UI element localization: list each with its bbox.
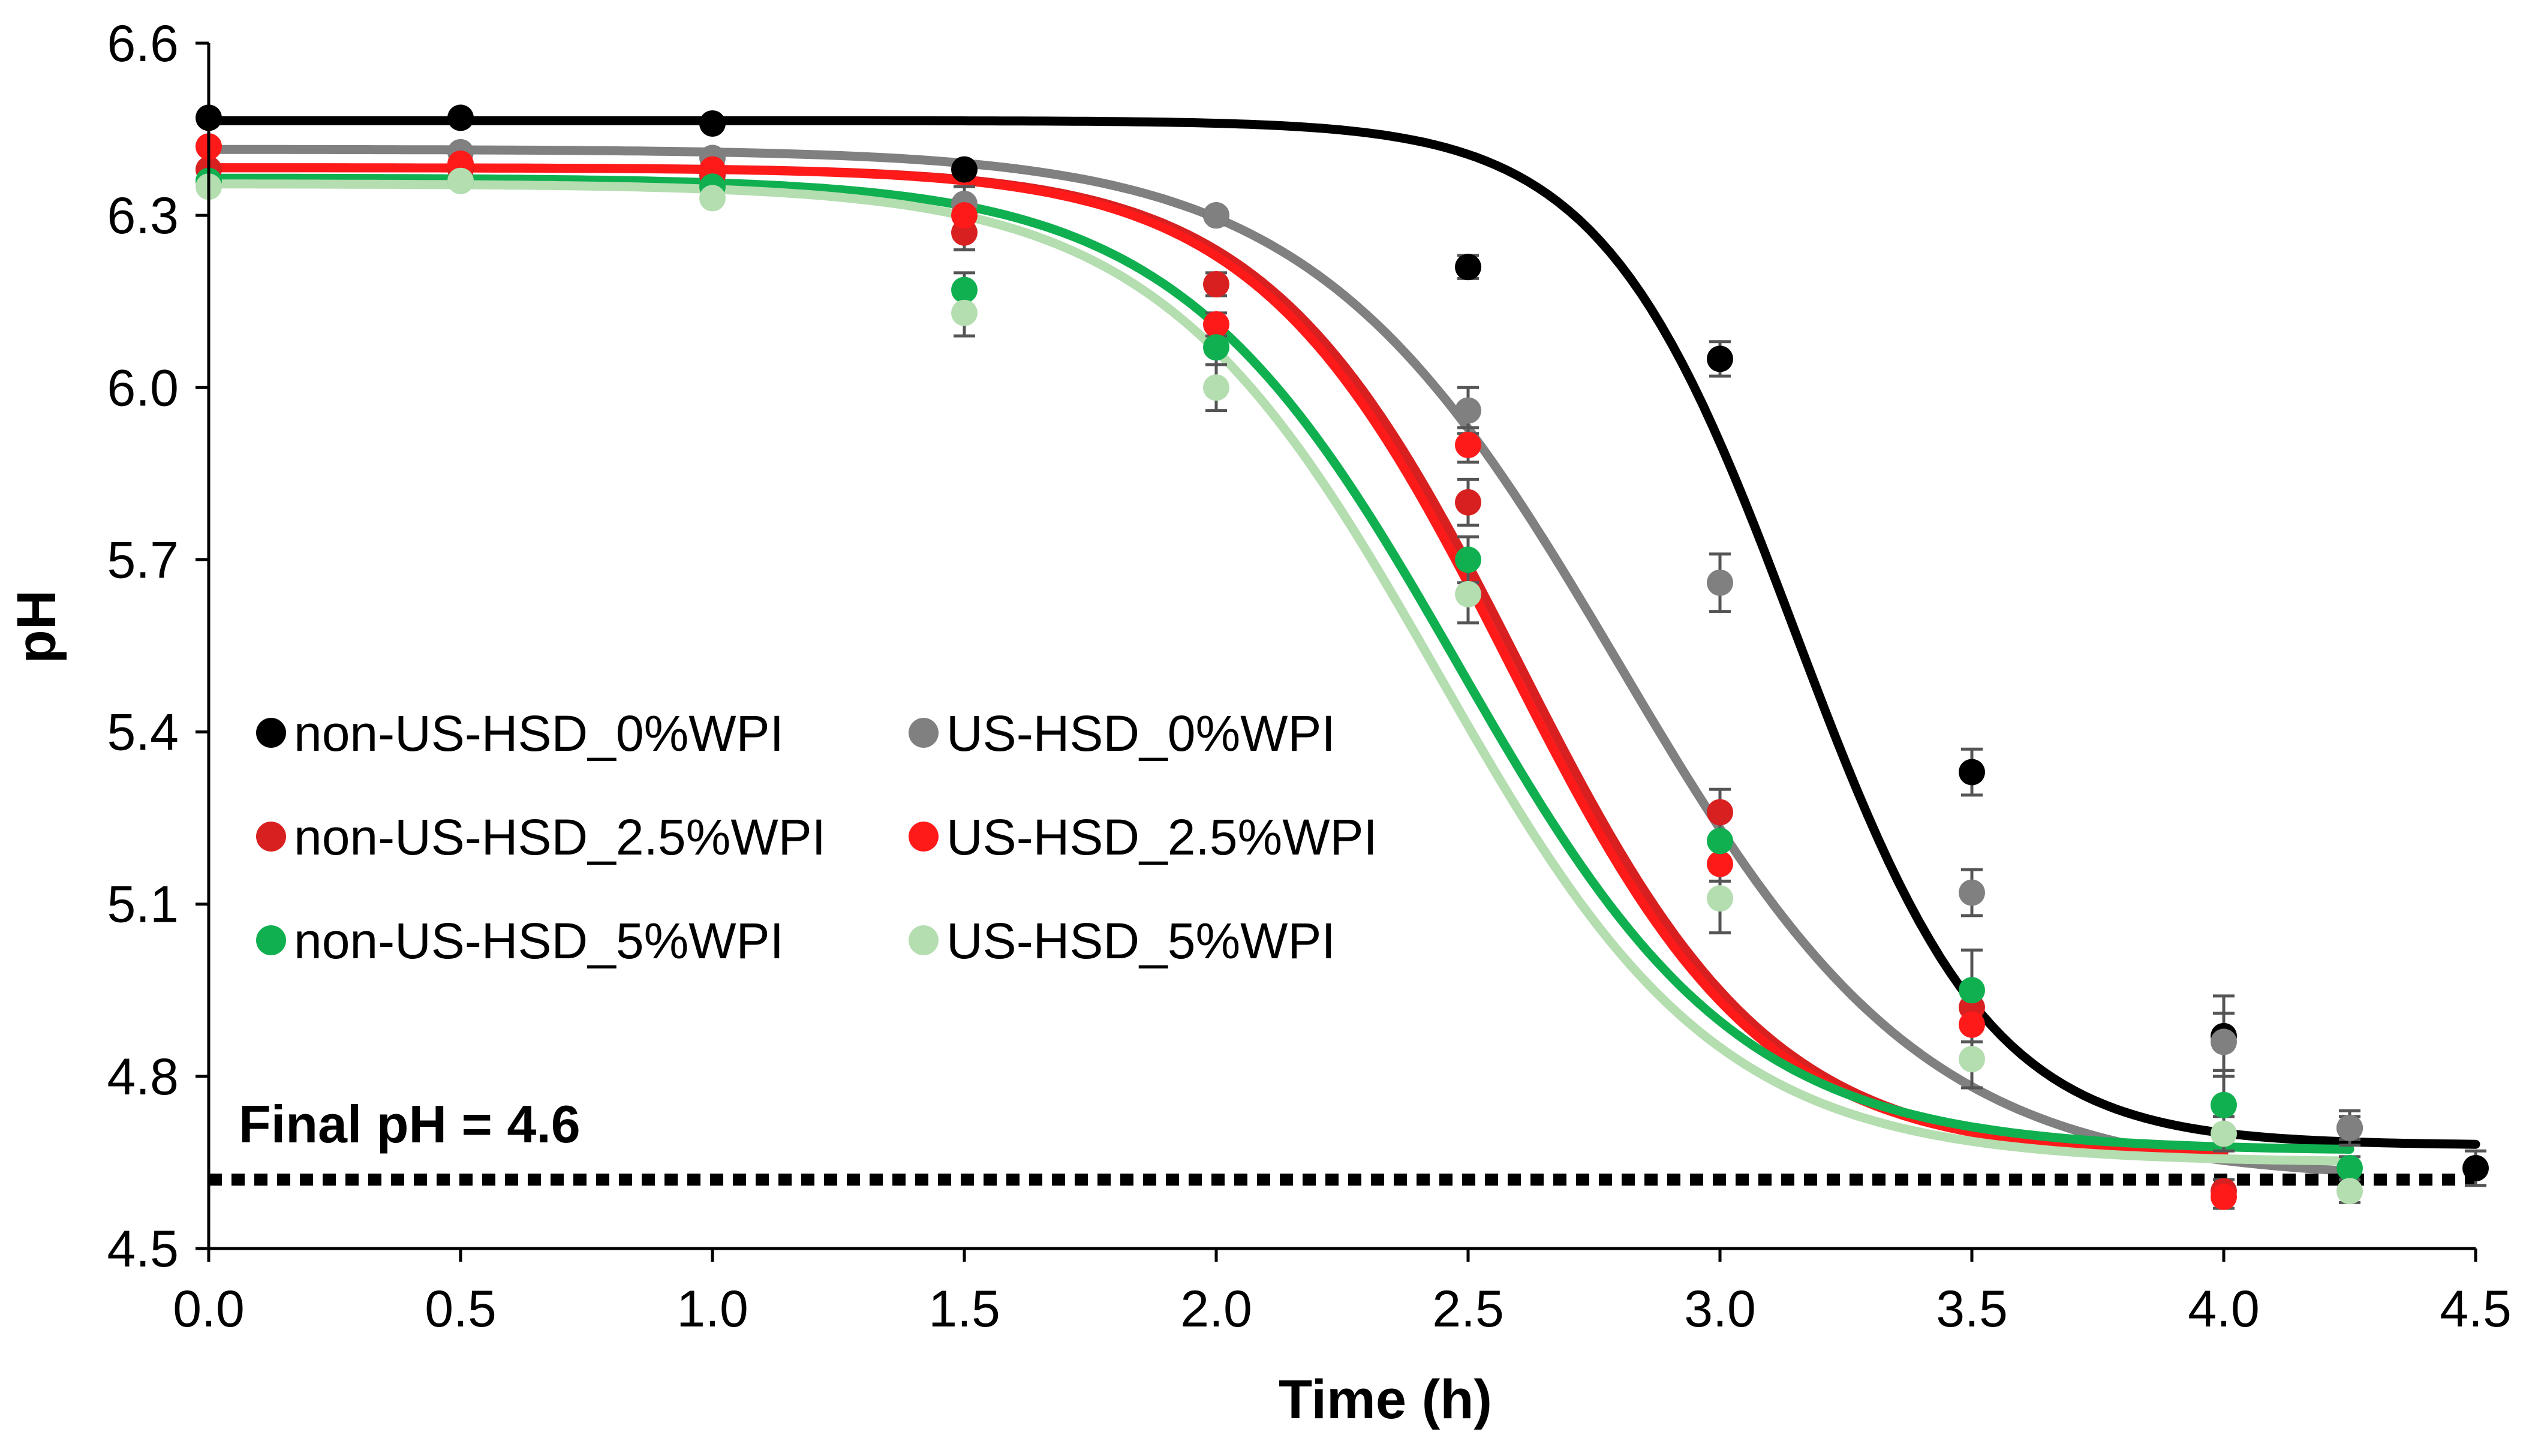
y-tick-label: 6.3 (107, 187, 179, 245)
y-tick-label: 4.5 (107, 1220, 179, 1278)
x-tick-labels: 0.0 0.5 1.0 1.5 2.0 2.5 3.0 3.5 4.0 4.5 (173, 1280, 2512, 1338)
data-point (1455, 580, 1481, 607)
data-point (1455, 432, 1481, 458)
data-point (447, 104, 474, 131)
data-point (1959, 1011, 1985, 1038)
data-points (196, 104, 2489, 1210)
legend-label: non-US-HSD_2.5%WPI (294, 809, 826, 865)
data-point (1707, 850, 1733, 877)
data-point (447, 167, 474, 194)
data-point (1203, 374, 1229, 401)
fit-curve (204, 116, 2480, 1149)
data-point (1203, 311, 1229, 338)
data-point (2211, 1028, 2237, 1055)
data-point (951, 299, 978, 326)
legend-marker (256, 925, 286, 955)
y-tick-label: 6.6 (107, 15, 179, 73)
legend-label: non-US-HSD_5%WPI (294, 913, 784, 969)
x-tick-label: 2.0 (1180, 1280, 1252, 1338)
legend-label: non-US-HSD_0%WPI (294, 705, 784, 762)
data-point (2462, 1155, 2489, 1181)
data-point (2336, 1155, 2363, 1181)
data-point (1707, 345, 1733, 372)
data-point (1707, 569, 1733, 596)
data-point (1959, 759, 1985, 786)
fit-curve (204, 173, 2354, 1154)
axes (196, 41, 2477, 1262)
x-tick-label: 3.0 (1684, 1280, 1756, 1338)
data-point (699, 185, 726, 212)
data-point (1959, 977, 1985, 1004)
legend-marker (256, 822, 286, 852)
data-point (2336, 1178, 2363, 1205)
y-axis-label: pH (6, 590, 67, 664)
x-tick-label: 2.5 (1432, 1280, 1504, 1338)
data-point (2336, 1115, 2363, 1141)
x-tick-label: 3.5 (1936, 1280, 2008, 1338)
legend-label: US-HSD_2.5%WPI (946, 809, 1378, 865)
legend-marker (909, 925, 939, 955)
legend-marker (256, 718, 286, 748)
x-tick-label: 4.5 (2440, 1280, 2512, 1338)
data-point (1455, 489, 1481, 516)
data-point (1707, 885, 1733, 912)
error-bars (954, 185, 2486, 1210)
legend-marker (909, 822, 939, 852)
y-tick-label: 5.7 (107, 531, 179, 589)
x-tick-label: 1.0 (676, 1280, 748, 1338)
y-tick-label: 4.8 (107, 1048, 179, 1106)
y-tick-label: 5.1 (107, 876, 179, 934)
data-point (1203, 271, 1229, 297)
data-point (1455, 546, 1481, 573)
x-tick-label: 1.5 (928, 1280, 1000, 1338)
legend-label: US-HSD_5%WPI (946, 913, 1336, 969)
data-point (1707, 828, 1733, 855)
data-point (1203, 334, 1229, 361)
data-point (1959, 1046, 1985, 1073)
legend-label: US-HSD_0%WPI (946, 705, 1336, 762)
data-point (2211, 1183, 2237, 1210)
fit-curve (204, 145, 2354, 1176)
y-tick-label: 5.4 (107, 704, 179, 762)
data-point (1707, 799, 1733, 826)
fit-curves (204, 116, 2480, 1176)
x-tick-label: 0.5 (425, 1280, 497, 1338)
data-point (1455, 397, 1481, 424)
y-tick-labels: 4.5 4.8 5.1 5.4 5.7 6.0 6.3 6.6 (107, 15, 179, 1278)
y-tick-label: 6.0 (107, 359, 179, 417)
data-point (1959, 879, 1985, 906)
data-point (2211, 1120, 2237, 1147)
legend-marker (909, 718, 939, 748)
data-point (1455, 254, 1481, 281)
data-point (1203, 202, 1229, 229)
x-tick-label: 4.0 (2188, 1280, 2260, 1338)
data-point (951, 276, 978, 303)
data-point (951, 202, 978, 229)
data-point (699, 110, 726, 137)
data-point (2211, 1091, 2237, 1118)
fit-curve (204, 179, 2354, 1166)
data-point (951, 156, 978, 183)
legend: non-US-HSD_0%WPI US-HSD_0%WPI non-US-HSD_2… (256, 705, 1378, 969)
final-ph-annotation: Final pH = 4.6 (239, 1094, 581, 1154)
x-axis-label: Time (h) (1279, 1369, 1492, 1430)
x-tick-label: 0.0 (173, 1280, 245, 1338)
